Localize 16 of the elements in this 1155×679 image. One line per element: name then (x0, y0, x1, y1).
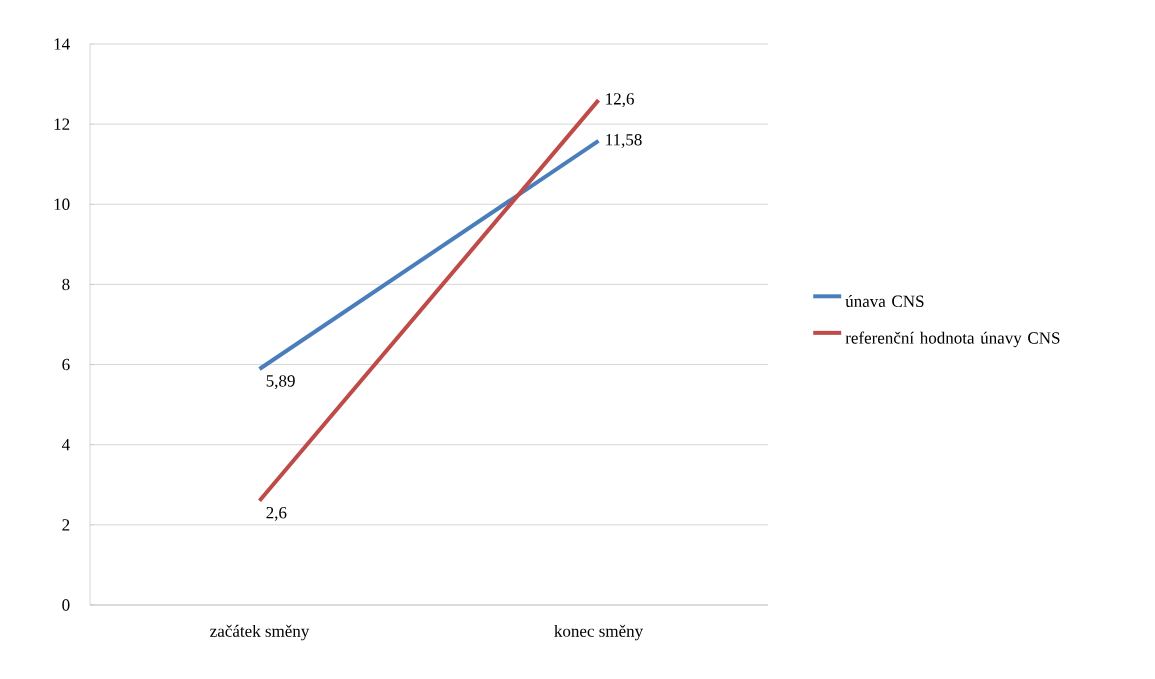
data-label: 12,6 (606, 93, 634, 108)
y-tick-label: 0 (62, 599, 70, 611)
y-tick-label: 10 (54, 198, 70, 211)
y-tick-label: 8 (62, 278, 70, 291)
legend-label: referenční hodnota únavy CNS (845, 331, 1060, 348)
y-tick-label: 6 (62, 358, 70, 371)
y-tick-label: 12 (54, 118, 70, 130)
y-tick-label: 2 (62, 519, 70, 531)
y-tick-label: 14 (54, 38, 70, 50)
legend-label: únava CNS (845, 295, 924, 308)
data-label: 11,58 (606, 134, 642, 148)
data-label: 5,89 (266, 375, 295, 390)
data-label: 2,6 (266, 507, 287, 521)
x-tick-label: začátek směny (210, 624, 310, 641)
x-tick-label: konec směny (554, 624, 644, 641)
y-tick-label: 4 (61, 439, 70, 451)
